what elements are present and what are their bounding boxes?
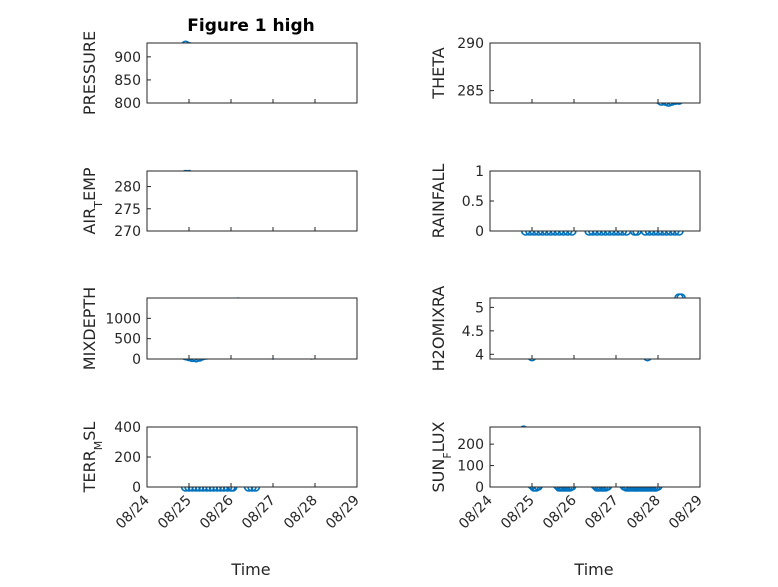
x-tick-label: 08/26 — [197, 492, 237, 532]
y-axis-label: H2OMIXRA — [429, 286, 448, 372]
y-tick-label: 0 — [132, 352, 141, 368]
x-tick-label: 08/28 — [624, 493, 664, 533]
axes-frame — [146, 170, 358, 232]
chart-panel-sun_flux: 0 100 200 08/24 08/25 08/26 08/27 08/28 08/29 SUN… — [429, 421, 706, 532]
axes-frame — [489, 42, 701, 104]
chart-panel-pressure: 800 850 900 PRESSURE — [80, 31, 358, 115]
axes-frame — [489, 426, 701, 488]
y-tick-label: 900 — [114, 50, 141, 66]
y-tick-label: 0 — [475, 480, 484, 496]
x-tick-label: 08/26 — [540, 492, 580, 532]
y-tick-label: 275 — [114, 202, 141, 218]
x-tick-label: 08/24 — [113, 492, 153, 532]
x-tick-label: 08/29 — [666, 493, 706, 533]
chart-panel-h2omixra: 4 4.5 5 H2OMIXRA — [429, 286, 701, 372]
y-axis-label: PRESSURE — [80, 31, 99, 115]
y-tick-label: 800 — [114, 96, 141, 112]
axes-frame — [489, 170, 701, 232]
x-tick-label: 08/25 — [498, 493, 538, 533]
axes-frame — [146, 426, 358, 488]
y-tick-label: 0 — [132, 480, 141, 496]
y-tick-label: 500 — [114, 332, 141, 348]
y-axis-label: SUNFLUX — [429, 421, 454, 492]
axes-frame — [146, 42, 358, 104]
y-tick-label: 1000 — [105, 311, 141, 327]
x-tick-label: 08/27 — [239, 493, 279, 533]
y-tick-label: 1 — [475, 164, 484, 180]
x-tick-label: 08/25 — [155, 493, 195, 533]
panels-group: 800 850 900 PRESSURE 285 290 THETA 270 275 280 AIR… — [80, 31, 706, 532]
y-tick-label: 270 — [114, 224, 141, 240]
y-tick-label: 200 — [114, 450, 141, 466]
axes-frame — [146, 297, 358, 360]
y-axis-label: AIRTEMP — [80, 167, 105, 234]
x-axis-label-left: Time — [230, 560, 270, 579]
chart-panel-theta: 285 290 THETA — [429, 36, 701, 107]
y-axis-label: THETA — [429, 47, 448, 99]
y-tick-label: 400 — [114, 420, 141, 436]
y-axis-label: MIXDEPTH — [80, 287, 99, 370]
y-tick-label: 280 — [114, 180, 141, 196]
x-tick-label: 08/28 — [281, 493, 321, 533]
y-tick-label: 5 — [475, 300, 484, 316]
x-axis-label-right: Time — [573, 560, 613, 579]
chart-panel-terr_msl: 0 200 400 08/24 08/25 08/26 08/27 08/28 08/29 TER… — [80, 420, 363, 532]
y-tick-label: 0.5 — [462, 194, 484, 210]
x-tick-label: 08/27 — [582, 493, 622, 533]
figure-title: Figure 1 high — [187, 16, 315, 36]
x-tick-label: 08/24 — [456, 492, 496, 532]
y-tick-label: 100 — [457, 459, 484, 475]
y-axis-label: TERRMSL — [80, 422, 105, 494]
y-tick-label: 200 — [457, 437, 484, 453]
y-tick-label: 0 — [475, 224, 484, 240]
axes-frame — [489, 297, 701, 360]
y-tick-label: 285 — [457, 84, 484, 100]
y-tick-label: 4.5 — [462, 324, 484, 340]
chart-panel-mixdepth: 0 500 1000 MIXDEPTH — [80, 287, 358, 370]
x-tick-label: 08/29 — [323, 493, 363, 533]
chart-panel-air_temp: 270 275 280 AIRTEMP — [80, 167, 358, 240]
y-tick-label: 4 — [475, 347, 484, 363]
chart-panel-rainfall: 0 0.5 1 RAINFALL — [429, 164, 701, 240]
y-axis-label: RAINFALL — [429, 164, 448, 239]
y-tick-label: 290 — [457, 36, 484, 52]
y-tick-label: 850 — [114, 73, 141, 89]
